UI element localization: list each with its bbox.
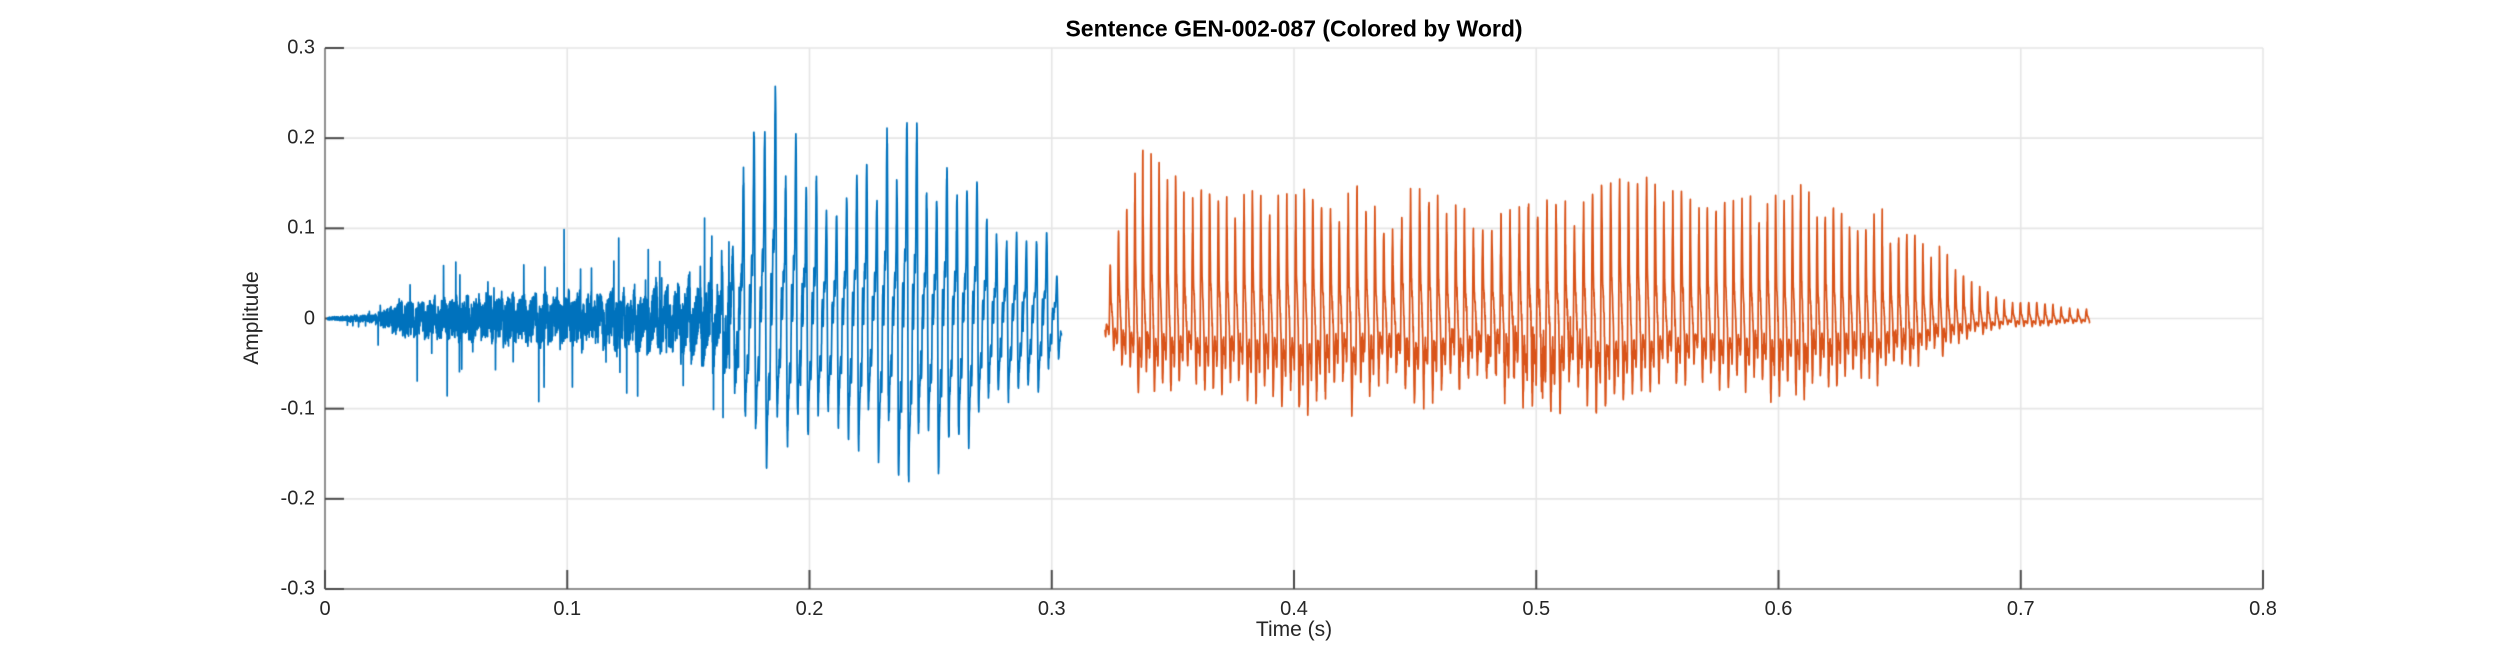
- y-tick-label: 0: [303, 307, 315, 329]
- x-axis-label: Time (s): [1255, 618, 1333, 641]
- x-tick-label: 0.7: [2006, 598, 2035, 620]
- chart-title: Sentence GEN-002-087 (Colored by Word): [1065, 15, 1523, 42]
- x-tick-label: 0.5: [1522, 598, 1551, 620]
- x-tick-label: 0.6: [1764, 598, 1793, 620]
- y-tick-label: 0.3: [287, 36, 315, 59]
- x-tick-label: 0.4: [1280, 598, 1308, 620]
- y-tick-label: -0.3: [280, 577, 315, 600]
- x-tick-label: 0.8: [2249, 598, 2277, 620]
- x-tick-label: 0.1: [553, 598, 582, 620]
- x-tick-label: 0.3: [1037, 598, 1066, 620]
- x-tick-label: 0: [319, 598, 331, 620]
- y-tick-label: 0.2: [287, 126, 315, 149]
- y-tick-label: 0.1: [287, 216, 315, 239]
- x-tick-label: 0.2: [795, 598, 824, 620]
- y-tick-label: -0.2: [280, 487, 315, 510]
- y-tick-label: -0.1: [280, 397, 315, 420]
